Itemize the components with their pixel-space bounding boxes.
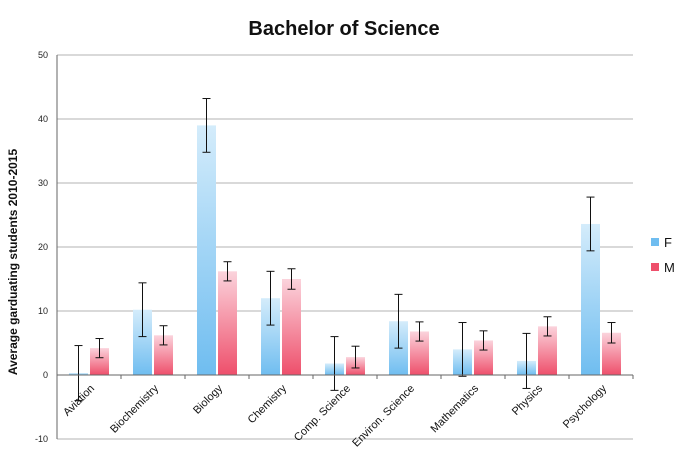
bar-F-psychology bbox=[581, 223, 600, 375]
y-tick-label: 20 bbox=[38, 242, 48, 252]
x-category-label: Psychology bbox=[561, 382, 610, 431]
bar-M-physics bbox=[538, 326, 557, 375]
bar-M-biology bbox=[218, 271, 237, 375]
error-bar-M-chemistry bbox=[287, 268, 296, 290]
error-bar-F-psychology bbox=[586, 196, 595, 252]
error-bar-F-comp-science bbox=[330, 336, 339, 391]
legend-swatch-F bbox=[651, 238, 659, 246]
bar-M-environ-science bbox=[410, 331, 429, 375]
error-bar-M-biology bbox=[223, 261, 232, 282]
labels-layer: -10 0 10 20 30 40 50 Aviation Biochemistry Biolog… bbox=[35, 50, 609, 449]
bar-M-mathematics bbox=[474, 340, 493, 375]
x-category-label: Biochemistry bbox=[108, 382, 161, 435]
x-category-label: Environ. Science bbox=[350, 383, 417, 450]
error-bar-F-biochemistry bbox=[138, 282, 147, 338]
chart-title: Bachelor of Science bbox=[248, 18, 439, 40]
bar-F-chemistry bbox=[261, 298, 280, 375]
legend-swatch-M bbox=[651, 263, 659, 271]
error-bar-M-mathematics bbox=[479, 330, 488, 351]
error-bars-layer bbox=[74, 98, 616, 402]
error-bar-M-aviation bbox=[95, 338, 104, 359]
y-axis-label: Average garduating students 2010-2015 bbox=[6, 149, 20, 376]
error-bar-F-aviation bbox=[74, 345, 83, 402]
y-tick-label: 40 bbox=[38, 114, 48, 124]
legend: FM bbox=[651, 235, 675, 275]
bar-M-psychology bbox=[602, 332, 621, 375]
y-tick-label: 30 bbox=[38, 178, 48, 188]
error-bar-F-chemistry bbox=[266, 270, 275, 326]
bar-F-biology bbox=[197, 125, 216, 376]
bar-M-aviation bbox=[90, 348, 109, 375]
x-category-label: Chemistry bbox=[246, 382, 290, 426]
bars-layer bbox=[69, 125, 621, 376]
bar-M-biochemistry bbox=[154, 335, 173, 375]
x-category-label: Aviation bbox=[61, 383, 97, 419]
error-bar-F-mathematics bbox=[458, 322, 467, 377]
y-tick-label: -10 bbox=[35, 434, 48, 444]
x-category-label: Physics bbox=[510, 382, 546, 418]
y-tick-label: 50 bbox=[38, 50, 48, 60]
error-bar-M-psychology bbox=[607, 322, 616, 344]
error-bar-M-physics bbox=[543, 316, 552, 337]
bar-F-biochemistry bbox=[133, 309, 152, 375]
error-bar-M-comp-science bbox=[351, 345, 360, 369]
error-bar-M-environ-science bbox=[415, 321, 424, 342]
x-category-label: Mathematics bbox=[429, 382, 482, 435]
error-bar-F-physics bbox=[522, 332, 531, 389]
bar-M-chemistry bbox=[282, 279, 301, 375]
x-category-label: Comp. Science bbox=[292, 383, 353, 444]
legend-label-M: M bbox=[664, 260, 675, 275]
error-bar-F-environ-science bbox=[394, 293, 403, 349]
y-tick-label: 0 bbox=[43, 370, 48, 380]
y-tick-label: 10 bbox=[38, 306, 48, 316]
error-bar-M-biochemistry bbox=[159, 325, 168, 346]
x-category-label: Biology bbox=[191, 382, 225, 416]
error-bar-F-biology bbox=[202, 98, 211, 153]
grid-layer bbox=[57, 54, 633, 440]
axis-layer bbox=[56, 55, 634, 439]
legend-label-F: F bbox=[664, 235, 672, 250]
